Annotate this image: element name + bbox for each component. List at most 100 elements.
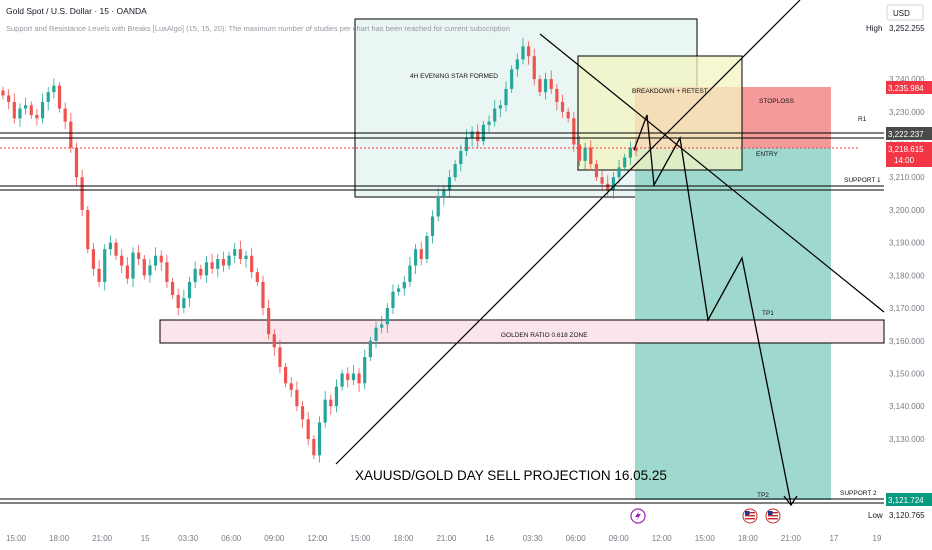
candle	[334, 379, 339, 413]
time-tick-label: 21:00	[436, 534, 457, 543]
candle	[430, 210, 435, 244]
candle	[227, 251, 231, 270]
trendlines-group	[335, 0, 885, 507]
candle	[114, 238, 118, 260]
breakdown-box[interactable]	[577, 55, 743, 171]
candle	[261, 275, 265, 316]
tp2-badge	[886, 493, 932, 506]
candle	[459, 144, 463, 172]
candle	[278, 339, 282, 374]
candle	[391, 284, 395, 315]
candle	[46, 87, 50, 111]
candle	[419, 241, 423, 266]
candle	[436, 188, 440, 222]
us-flag-event-icon[interactable]	[742, 508, 758, 524]
candle	[103, 244, 107, 291]
candle	[40, 93, 45, 124]
candle	[233, 242, 237, 264]
candle	[204, 256, 209, 283]
candle	[442, 185, 446, 206]
time-tick-label: 17	[829, 534, 838, 543]
candle	[176, 288, 180, 316]
currency-label: USD	[893, 9, 910, 18]
candles-group	[1, 37, 638, 463]
candle	[300, 401, 305, 428]
price-tick-label: 3,240.000	[889, 75, 925, 84]
r1-label: R1	[858, 116, 867, 123]
candle	[312, 435, 316, 460]
candle	[402, 275, 406, 296]
candle	[464, 129, 469, 157]
candle	[363, 349, 367, 390]
candle	[289, 377, 293, 398]
candle	[108, 235, 112, 256]
candle	[357, 368, 361, 392]
candle	[600, 170, 604, 192]
candle	[216, 253, 220, 278]
candle	[487, 115, 491, 133]
projection-path[interactable]	[633, 114, 792, 505]
projection-title: XAUUSD/GOLD DAY SELL PROJECTION 16.05.25	[355, 468, 667, 483]
descending-trendline[interactable]	[539, 33, 885, 313]
breakdown-label: BREAKDOWN + RETEST	[632, 88, 708, 95]
currency-box[interactable]	[886, 4, 924, 21]
candle	[594, 160, 599, 182]
time-tick-label: 12:00	[307, 534, 328, 543]
price-tick-label: 3,140.000	[889, 402, 925, 411]
golden-zone-label: GOLDEN RATIO 0.618 ZONE	[501, 332, 588, 339]
time-tick-label: 18:00	[49, 534, 70, 543]
candle	[498, 100, 502, 118]
us-flag-event-icon-2[interactable]	[765, 508, 781, 524]
candle	[566, 107, 570, 123]
candle	[380, 315, 384, 333]
ascending-trendline[interactable]	[335, 0, 801, 465]
stoploss-label: STOPLOSS	[759, 98, 795, 105]
lightning-bolt-icon	[635, 511, 641, 521]
candle	[555, 83, 559, 111]
golden-ratio-zone[interactable]	[159, 319, 885, 344]
candle	[329, 394, 333, 415]
event-icons	[630, 508, 781, 524]
candle	[397, 284, 401, 296]
candle	[374, 321, 378, 349]
candle	[210, 253, 214, 274]
candle	[74, 142, 79, 186]
candle	[80, 169, 84, 217]
candle	[515, 53, 519, 77]
time-axis[interactable]: 15:00 18:00 21:00 15 03:30 06:00 09:00 12:00 15:…	[6, 534, 882, 543]
candle	[453, 160, 457, 182]
candle	[199, 264, 203, 280]
indicator-line[interactable]: Support and Resistance Levels with Break…	[6, 24, 510, 33]
levels-group	[0, 132, 884, 504]
candle	[182, 289, 186, 314]
candle	[86, 206, 90, 254]
candle	[493, 100, 497, 127]
candle	[35, 108, 39, 126]
time-tick-label: 09:00	[609, 534, 630, 543]
candle	[244, 250, 248, 268]
time-tick-label: 06:00	[566, 534, 587, 543]
candle	[272, 329, 276, 356]
candle	[317, 416, 322, 463]
candle	[447, 169, 452, 197]
candle	[52, 78, 56, 99]
candle	[170, 277, 175, 299]
price-tick-label: 3,170.000	[889, 304, 925, 313]
entry-label: ENTRY	[756, 151, 779, 158]
evening-star-label: 4H EVENING STAR FORMED	[410, 73, 498, 80]
projection-arrowhead	[783, 495, 798, 507]
stoploss-badge	[886, 81, 932, 94]
candle	[238, 240, 242, 265]
symbol-title[interactable]: Gold Spot / U.S. Dollar · 15 · OANDA	[6, 6, 147, 16]
candle	[549, 70, 553, 94]
price-tick-label: 3,210.000	[889, 173, 925, 182]
candle	[577, 135, 582, 166]
candle	[250, 248, 254, 279]
candle	[165, 254, 169, 289]
candle	[159, 250, 163, 271]
candle	[91, 242, 96, 277]
price-tick-label: 3,180.000	[889, 271, 925, 280]
time-tick-label: 19	[873, 534, 882, 543]
